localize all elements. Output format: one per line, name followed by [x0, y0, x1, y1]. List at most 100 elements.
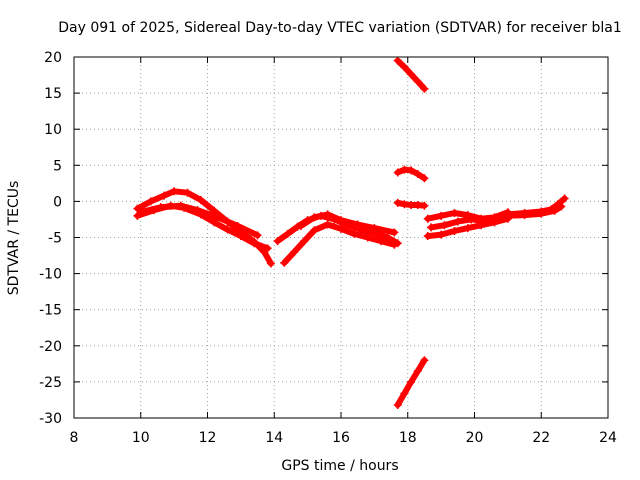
- data-point: [156, 203, 165, 212]
- y-tick-label: 20: [44, 50, 62, 66]
- data-point: [463, 224, 472, 233]
- data-point: [450, 227, 459, 236]
- data-point: [393, 168, 402, 177]
- data-point: [196, 195, 205, 204]
- data-point: [437, 211, 446, 220]
- y-tick-label: 10: [44, 122, 62, 138]
- axis-ticks: [73, 56, 609, 419]
- data-point: [266, 259, 275, 268]
- data-point: [423, 214, 432, 223]
- y-tick-label: 0: [53, 194, 62, 210]
- data-point: [467, 215, 476, 224]
- data-point: [323, 210, 332, 219]
- data-point: [350, 229, 359, 238]
- data-point: [273, 237, 282, 246]
- y-tick-label: -15: [39, 303, 62, 319]
- data-point: [136, 208, 145, 217]
- trace-arc-a: [134, 188, 274, 267]
- data-point: [296, 221, 305, 230]
- x-tick-labels: 8 10 12 14 16 18 20 22 24: [70, 430, 617, 446]
- grid: [74, 57, 608, 418]
- data-point: [560, 194, 569, 203]
- y-tick-label: -5: [48, 231, 62, 247]
- data-point: [353, 220, 362, 229]
- data-point: [427, 223, 436, 232]
- x-tick-label: 22: [532, 430, 550, 446]
- data-point: [310, 226, 319, 235]
- data-point: [236, 232, 245, 241]
- y-tick-label: 5: [53, 158, 62, 174]
- data-point: [363, 233, 372, 242]
- y-tick-label: -30: [39, 411, 62, 427]
- data-point: [263, 244, 272, 253]
- x-tick-label: 18: [399, 430, 417, 446]
- data-point: [223, 225, 232, 234]
- data-point: [290, 247, 299, 256]
- data-point: [323, 220, 332, 229]
- data-point: [537, 209, 546, 218]
- data-point: [480, 216, 489, 225]
- data-point: [550, 206, 559, 215]
- data-point: [176, 201, 185, 210]
- data-point: [390, 240, 399, 249]
- data-point: [160, 191, 169, 200]
- data-point: [413, 367, 422, 376]
- data-point: [183, 188, 192, 197]
- x-tick-label: 12: [199, 430, 217, 446]
- data-point: [400, 200, 409, 209]
- data-point: [420, 201, 429, 210]
- data-point: [250, 239, 259, 248]
- y-tick-labels: 20 15 10 5 0 -5 -10 -15 -20 -25 -30: [39, 50, 62, 427]
- data-point: [413, 169, 422, 178]
- data-point: [400, 165, 409, 174]
- data-point: [520, 211, 529, 220]
- data-point: [377, 237, 386, 246]
- data-traces: [133, 56, 569, 410]
- data-point: [210, 218, 219, 227]
- data-point: [557, 202, 566, 211]
- data-point: [420, 84, 429, 93]
- data-point: [407, 166, 416, 175]
- data-point: [407, 70, 416, 79]
- data-point: [407, 377, 416, 386]
- y-axis-title: SDTVAR / TECUs: [6, 181, 22, 296]
- data-point: [280, 258, 289, 267]
- x-tick-label: 14: [265, 430, 283, 446]
- data-point: [170, 187, 179, 196]
- data-point: [193, 206, 202, 215]
- data-point: [423, 232, 432, 241]
- data-point: [400, 389, 409, 398]
- data-point: [283, 229, 292, 238]
- data-point: [420, 174, 429, 183]
- x-tick-label: 20: [466, 430, 484, 446]
- x-tick-label: 16: [332, 430, 350, 446]
- trace-arc-e: [281, 221, 398, 266]
- data-point: [393, 401, 402, 410]
- data-point: [393, 198, 402, 207]
- x-tick-label: 8: [70, 430, 79, 446]
- data-point: [440, 221, 449, 230]
- data-point: [300, 237, 309, 246]
- data-point: [370, 224, 379, 233]
- data-point: [450, 208, 459, 217]
- data-point: [420, 356, 429, 365]
- data-point: [453, 217, 462, 226]
- data-point: [400, 63, 409, 72]
- data-point: [146, 197, 155, 206]
- data-point: [413, 77, 422, 86]
- x-axis-title: GPS time / hours: [281, 458, 398, 474]
- x-tick-label: 10: [132, 430, 150, 446]
- data-point: [233, 221, 242, 230]
- data-point: [393, 56, 402, 65]
- y-tick-label: 15: [44, 86, 62, 102]
- data-point: [413, 201, 422, 210]
- data-point: [503, 211, 512, 220]
- y-tick-label: -10: [39, 267, 62, 283]
- data-point: [437, 230, 446, 239]
- data-point: [337, 224, 345, 233]
- y-tick-label: -25: [39, 375, 62, 391]
- x-tick-label: 24: [599, 430, 617, 446]
- y-tick-label: -20: [39, 339, 62, 355]
- data-point: [407, 201, 416, 210]
